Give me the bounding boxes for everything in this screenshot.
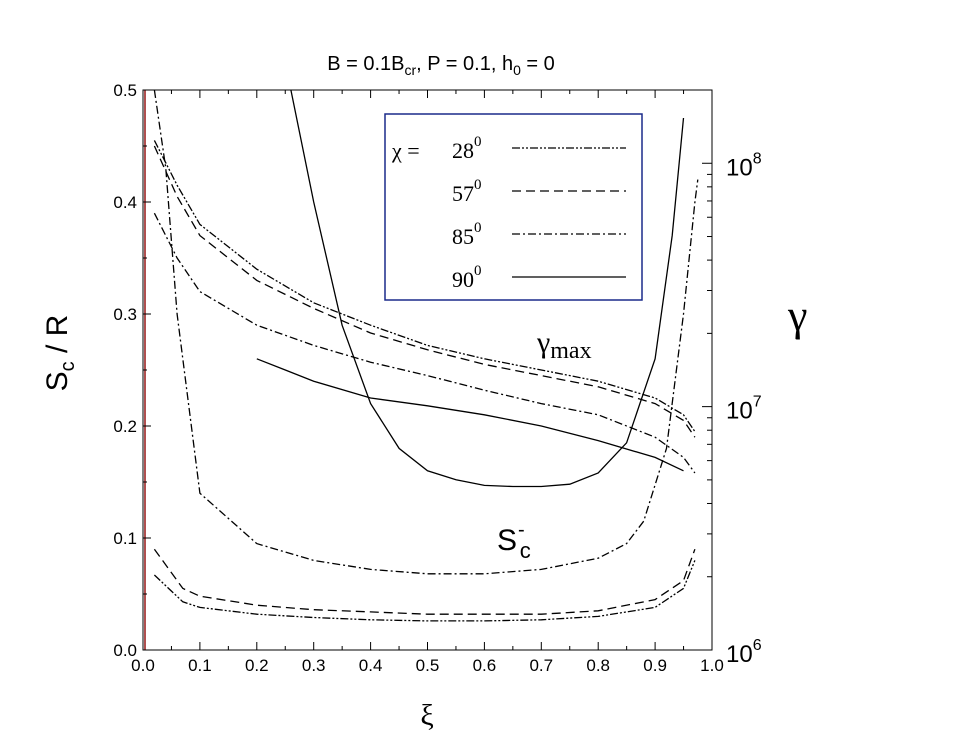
x-tick-label: 0.5 [416, 656, 440, 675]
y-tick-label: 0.1 [113, 529, 137, 548]
x-tick-label: 0.8 [586, 656, 610, 675]
y-tick-label: 0.3 [113, 305, 137, 324]
chart-title: B = 0.1Bcr, P = 0.1, h0 = 0 [327, 53, 555, 78]
series-line-s-c-chi-85 [153, 89, 699, 575]
series-line-gamma-max-chi-57 [153, 145, 696, 438]
x-tick-label: 0.7 [529, 656, 553, 675]
legend-label: 850 [452, 220, 482, 249]
x-tick-label: 0.4 [359, 656, 383, 675]
x-tick-label: 0.3 [302, 656, 326, 675]
legend-prefix: χ = [391, 138, 420, 163]
legend: χ = 280 570 850 900 [384, 113, 643, 301]
y2-axis-ticks: 106 107 108 [702, 89, 762, 668]
x-tick-label: 0.6 [473, 656, 497, 675]
series-layer [153, 89, 699, 622]
y-tick-label: 0.4 [113, 193, 137, 212]
series-line-gamma-max-chi-85 [153, 212, 696, 474]
y-axis-label: Sc / R [41, 315, 79, 392]
y-tick-label: 0.2 [113, 417, 137, 436]
x-axis-ticks: 0.0 0.1 0.2 0.3 0.4 0.5 0.6 0.7 0.8 0.9 1.0 [131, 90, 724, 675]
y2-tick-label: 106 [726, 637, 762, 668]
x-tick-label: 1.0 [700, 656, 724, 675]
y-tick-label: 0.0 [113, 641, 137, 660]
series-line-s-c-chi-57 [153, 548, 696, 615]
s-c-annotation: S-c [497, 519, 531, 563]
legend-label: 280 [452, 134, 482, 163]
y2-axis-label: γ [787, 291, 807, 340]
x-tick-label: 0.9 [643, 656, 667, 675]
x-axis-label: ξ [420, 699, 433, 732]
series-line-s-c-chi-28 [153, 560, 696, 622]
series-line-s-c-chi-90 [290, 89, 685, 488]
y-axis-ticks: 0.0 0.1 0.2 0.3 0.4 0.5 [113, 81, 151, 660]
legend-label: 570 [452, 177, 482, 206]
legend-label: 900 [452, 263, 482, 292]
x-tick-label: 0.2 [245, 656, 269, 675]
x-tick-label: 0.1 [188, 656, 212, 675]
gamma-max-annotation: γmax [536, 326, 592, 364]
x-tick-label: 0.0 [131, 656, 155, 675]
y2-tick-label: 108 [726, 150, 762, 181]
series-line-gamma-max-chi-90 [256, 358, 684, 472]
y2-tick-label: 107 [726, 394, 762, 425]
y-tick-label: 0.5 [113, 81, 137, 100]
legend-box [384, 113, 643, 301]
series-line-gamma-max-chi-28 [153, 140, 696, 432]
